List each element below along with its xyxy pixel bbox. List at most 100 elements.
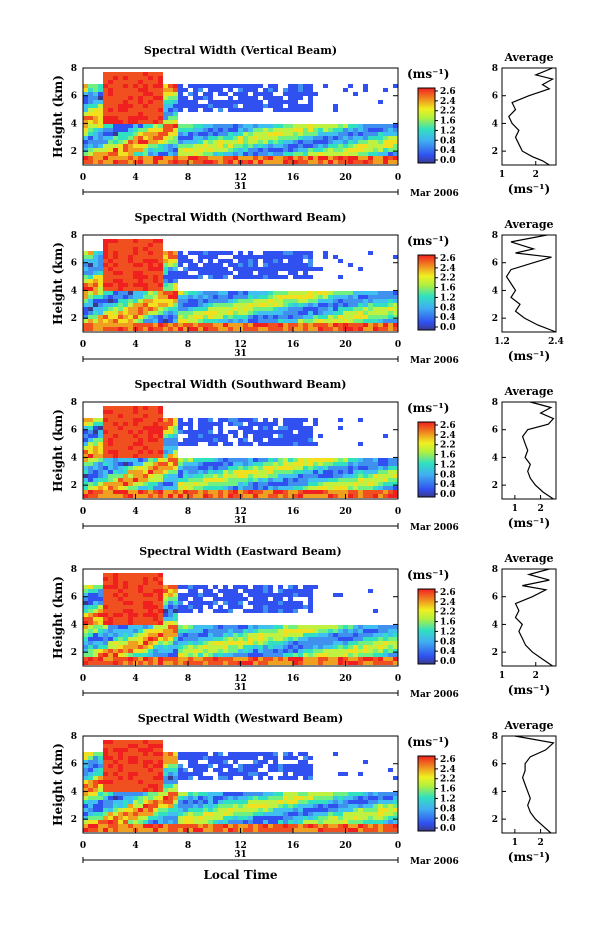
- heatmap-cell: [98, 800, 103, 804]
- heatmap-cell: [178, 140, 183, 144]
- heatmap-cell: [238, 812, 243, 816]
- heatmap-cell: [108, 816, 113, 820]
- heatmap-cell: [138, 128, 143, 132]
- heatmap-cell: [98, 112, 103, 116]
- heatmap-cell: [98, 311, 103, 315]
- heatmap-cell: [198, 808, 203, 812]
- heatmap-cell: [83, 641, 88, 645]
- heatmap-cell: [278, 311, 283, 315]
- heatmap-cell: [113, 315, 118, 319]
- heatmap-cell: [108, 136, 113, 140]
- heatmap-cell: [248, 812, 253, 816]
- heatmap-cell: [158, 279, 163, 283]
- heatmap-cell: [283, 88, 288, 92]
- heatmap-cell: [358, 323, 363, 327]
- x-tick-label: 20: [339, 173, 352, 183]
- heatmap-cell: [318, 307, 323, 311]
- heatmap-cell: [383, 653, 388, 657]
- heatmap-cell: [343, 474, 348, 478]
- heatmap-cell: [243, 816, 248, 820]
- heatmap-cell: [118, 88, 123, 92]
- heatmap-cell: [193, 462, 198, 466]
- heatmap-cell: [283, 474, 288, 478]
- heatmap-cell: [163, 307, 168, 311]
- x-tick-label: 20: [339, 674, 352, 684]
- heatmap-cell: [293, 104, 298, 108]
- heatmap-cell: [278, 645, 283, 649]
- heatmap-cell: [123, 251, 128, 255]
- heatmap-cell: [323, 462, 328, 466]
- heatmap-cell: [103, 442, 108, 446]
- heatmap-cell: [103, 120, 108, 124]
- heatmap-cell: [323, 482, 328, 486]
- heatmap-cell: [233, 490, 238, 494]
- heatmap-cell: [238, 478, 243, 482]
- heatmap-cell: [228, 271, 233, 275]
- heatmap-cell: [118, 315, 123, 319]
- heatmap-cell: [343, 299, 348, 303]
- heatmap-cell: [393, 291, 398, 295]
- heatmap-cell: [293, 641, 298, 645]
- heatmap-cell: [163, 315, 168, 319]
- heatmap-cell: [168, 271, 173, 275]
- heatmap-cell: [303, 251, 308, 255]
- heatmap-cell: [238, 299, 243, 303]
- heatmap-cell: [268, 478, 273, 482]
- heatmap-cell: [128, 796, 133, 800]
- heatmap-cell: [188, 470, 193, 474]
- heatmap-cell: [188, 641, 193, 645]
- heatmap-cell: [248, 772, 253, 776]
- heatmap-cell: [98, 251, 103, 255]
- heatmap-cell: [153, 605, 158, 609]
- heatmap-cell: [348, 633, 353, 637]
- heatmap-cell: [148, 279, 153, 283]
- heatmap-cell: [298, 645, 303, 649]
- heatmap-cell: [123, 410, 128, 414]
- heatmap-cell: [248, 828, 253, 832]
- heatmap-cell: [323, 144, 328, 148]
- heatmap-cell: [358, 641, 363, 645]
- heatmap-cell: [138, 752, 143, 756]
- heatmap-cell: [158, 629, 163, 633]
- heatmap-cell: [293, 88, 298, 92]
- heatmap-cell: [338, 478, 343, 482]
- heatmap-cell: [168, 311, 173, 315]
- heatmap-cell: [203, 418, 208, 422]
- heatmap-cell: [178, 462, 183, 466]
- heatmap-cell: [183, 474, 188, 478]
- heatmap-cell: [253, 152, 258, 156]
- heatmap-cell: [108, 617, 113, 621]
- heatmap-cell: [118, 645, 123, 649]
- y-tick-label: 8: [71, 64, 77, 74]
- heatmap-cell: [168, 804, 173, 808]
- heatmap-cell: [103, 92, 108, 96]
- heatmap-cell: [163, 585, 168, 589]
- heatmap-cell: [358, 156, 363, 160]
- heatmap-cell: [128, 438, 133, 442]
- heatmap-cell: [128, 800, 133, 804]
- average-y-tick-label: 8: [492, 398, 498, 408]
- heatmap-cell: [123, 816, 128, 820]
- heatmap-cell: [128, 486, 133, 490]
- heatmap-cell: [328, 319, 333, 323]
- heatmap-cell: [288, 442, 293, 446]
- heatmap-cell: [118, 160, 123, 164]
- heatmap-cell: [173, 291, 178, 295]
- heatmap-cell: [88, 816, 93, 820]
- heatmap-cell: [123, 311, 128, 315]
- heatmap-cell: [103, 239, 108, 243]
- average-frame: [501, 568, 557, 667]
- heatmap-cell: [133, 148, 138, 152]
- heatmap-cell: [98, 434, 103, 438]
- heatmap-cell: [208, 255, 213, 259]
- heatmap-cell: [113, 466, 118, 470]
- heatmap-cell: [268, 96, 273, 100]
- heatmap-cell: [113, 430, 118, 434]
- heatmap-cell: [93, 259, 98, 263]
- heatmap-cell: [123, 247, 128, 251]
- heatmap-cell: [188, 482, 193, 486]
- heatmap-cell: [123, 649, 128, 653]
- heatmap-cell: [293, 100, 298, 104]
- heatmap-cell: [203, 629, 208, 633]
- heatmap-cell: [83, 323, 88, 327]
